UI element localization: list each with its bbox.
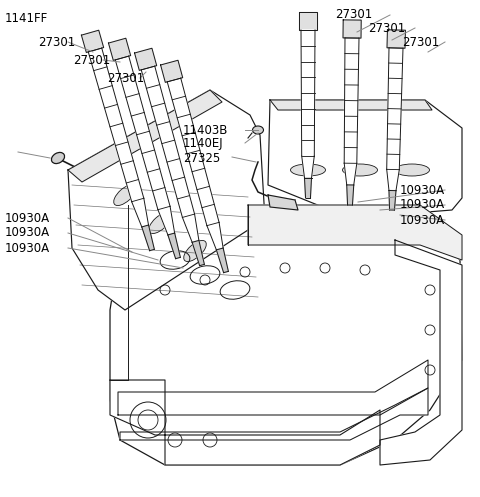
Polygon shape bbox=[132, 198, 148, 227]
Polygon shape bbox=[216, 248, 228, 273]
Text: 1141FF: 1141FF bbox=[5, 11, 48, 24]
Ellipse shape bbox=[252, 126, 264, 134]
Ellipse shape bbox=[395, 164, 430, 176]
Polygon shape bbox=[347, 185, 354, 205]
Polygon shape bbox=[387, 48, 403, 169]
Polygon shape bbox=[343, 20, 361, 38]
Ellipse shape bbox=[149, 212, 171, 234]
Polygon shape bbox=[108, 38, 131, 61]
Text: 10930A: 10930A bbox=[400, 183, 445, 196]
Polygon shape bbox=[389, 190, 396, 210]
Polygon shape bbox=[302, 156, 314, 178]
Polygon shape bbox=[120, 388, 428, 440]
Text: 27301: 27301 bbox=[335, 8, 372, 21]
Polygon shape bbox=[161, 60, 183, 83]
Ellipse shape bbox=[51, 153, 64, 164]
Text: 27301: 27301 bbox=[107, 72, 144, 84]
Polygon shape bbox=[110, 380, 380, 465]
Polygon shape bbox=[141, 66, 194, 217]
Polygon shape bbox=[134, 48, 156, 71]
Polygon shape bbox=[301, 30, 315, 156]
Polygon shape bbox=[387, 169, 399, 191]
Ellipse shape bbox=[290, 164, 325, 176]
Polygon shape bbox=[344, 163, 357, 185]
Polygon shape bbox=[88, 48, 144, 202]
Ellipse shape bbox=[184, 241, 206, 261]
Polygon shape bbox=[168, 233, 180, 258]
Polygon shape bbox=[68, 90, 222, 182]
Polygon shape bbox=[268, 100, 462, 215]
Ellipse shape bbox=[114, 184, 136, 206]
Polygon shape bbox=[299, 12, 317, 30]
Polygon shape bbox=[304, 178, 312, 198]
Polygon shape bbox=[182, 214, 199, 242]
Ellipse shape bbox=[343, 164, 377, 176]
Polygon shape bbox=[344, 38, 359, 164]
Text: 10930A: 10930A bbox=[5, 227, 50, 240]
Polygon shape bbox=[68, 90, 265, 310]
Polygon shape bbox=[248, 205, 462, 260]
Text: 10930A: 10930A bbox=[5, 212, 50, 225]
Text: 27301: 27301 bbox=[73, 54, 110, 67]
Polygon shape bbox=[110, 205, 462, 465]
Polygon shape bbox=[158, 206, 175, 235]
Polygon shape bbox=[270, 100, 432, 110]
Text: 1140EJ: 1140EJ bbox=[183, 137, 224, 150]
Polygon shape bbox=[192, 241, 204, 266]
Polygon shape bbox=[387, 30, 406, 48]
Polygon shape bbox=[380, 240, 462, 465]
Text: 10930A: 10930A bbox=[5, 242, 50, 254]
Text: 27301: 27301 bbox=[402, 35, 439, 49]
Text: 27325: 27325 bbox=[183, 152, 220, 165]
Polygon shape bbox=[82, 30, 104, 53]
Polygon shape bbox=[268, 195, 298, 210]
Text: 27301: 27301 bbox=[38, 35, 75, 49]
Polygon shape bbox=[142, 225, 155, 250]
Polygon shape bbox=[207, 222, 223, 250]
Text: 10930A: 10930A bbox=[400, 198, 445, 212]
Polygon shape bbox=[115, 56, 170, 210]
Text: 10930A: 10930A bbox=[400, 214, 445, 227]
Polygon shape bbox=[118, 360, 428, 415]
Text: 27301: 27301 bbox=[368, 21, 405, 34]
Text: 11403B: 11403B bbox=[183, 123, 228, 137]
Polygon shape bbox=[167, 78, 219, 226]
